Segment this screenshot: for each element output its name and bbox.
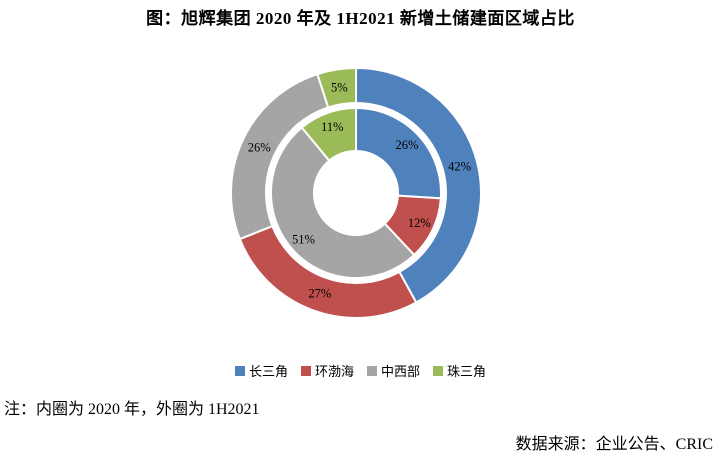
slice-2020-中西部 xyxy=(269,126,416,279)
legend-item-中西部: 中西部 xyxy=(367,361,420,380)
slice-label-2020-环渤海: 12% xyxy=(408,216,431,230)
slice-label-2020-长三角: 26% xyxy=(396,138,419,152)
legend-swatch-中西部 xyxy=(367,365,377,376)
donut-chart-svg: 26% 12% 51% 11% 42% 27% 26% 5% xyxy=(230,66,482,319)
slice-label-2020-中西部: 51% xyxy=(292,232,315,246)
legend-item-珠三角: 珠三角 xyxy=(433,361,486,380)
source-line: 数据来源：企业公告、CRIC xyxy=(515,436,713,453)
slice-label-1H2021-中西部: 26% xyxy=(248,140,271,154)
slice-1H2021-珠三角 xyxy=(316,66,357,109)
legend-swatch-环渤海 xyxy=(300,365,311,376)
legend-item-长三角: 长三角 xyxy=(234,361,288,380)
legend: 长三角 环渤海 中西部 珠三角 xyxy=(0,361,721,380)
legend-label-环渤海: 环渤海 xyxy=(314,364,354,379)
slice-1H2021-长三角 xyxy=(355,66,482,304)
slice-label-2020-珠三角: 11% xyxy=(321,120,343,134)
slice-label-1H2021-珠三角: 5% xyxy=(331,80,348,94)
legend-swatch-长三角 xyxy=(234,365,245,376)
legend-item-环渤海: 环渤海 xyxy=(300,361,354,380)
legend-label-中西部: 中西部 xyxy=(381,364,421,379)
slice-2020-长三角 xyxy=(355,106,442,200)
legend-swatch-珠三角 xyxy=(433,365,444,376)
legend-label-长三角: 长三角 xyxy=(248,364,288,379)
slice-2020-珠三角 xyxy=(300,106,357,163)
slice-label-1H2021-长三角: 42% xyxy=(448,159,471,173)
legend-label-珠三角: 珠三角 xyxy=(447,364,487,379)
note-line: 注：内圈为 2020 年，外圈为 1H2021 xyxy=(4,401,260,418)
page-title: 图：旭辉集团 2020 年及 1H2021 新增土储建面区域占比 xyxy=(146,9,575,28)
donut-chart: 26% 12% 51% 11% 42% 27% 26% 5% xyxy=(216,48,496,338)
slice-label-1H2021-环渤海: 27% xyxy=(308,287,331,301)
